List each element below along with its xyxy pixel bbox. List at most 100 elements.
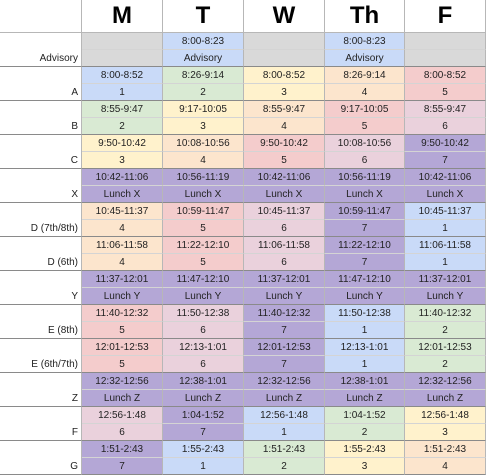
period-class-cell[interactable]: 6 — [163, 322, 244, 339]
period-time-cell[interactable]: 11:40-12:32 — [82, 305, 163, 322]
period-time-cell[interactable]: 8:00-8:52 — [405, 67, 486, 84]
period-label[interactable]: G — [0, 441, 82, 475]
period-time-cell[interactable]: 10:56-11:19 — [325, 169, 405, 186]
period-time-cell[interactable]: 11:22-12:10 — [325, 237, 405, 254]
period-time-cell[interactable]: 12:13-1:01 — [325, 339, 405, 356]
period-class-cell[interactable]: Lunch Z — [405, 390, 486, 407]
period-time-cell[interactable]: 11:50-12:38 — [163, 305, 244, 322]
period-class-cell[interactable]: 6 — [82, 424, 163, 441]
period-time-cell[interactable]: 8:00-8:52 — [82, 67, 163, 84]
period-time-cell[interactable]: 1:55-2:43 — [325, 441, 405, 458]
period-time-cell[interactable]: 11:50-12:38 — [325, 305, 405, 322]
period-time-cell[interactable]: 12:13-1:01 — [163, 339, 244, 356]
period-class-cell[interactable]: 3 — [244, 84, 325, 101]
period-time-cell[interactable]: 10:08-10:56 — [325, 135, 405, 152]
period-time-cell[interactable]: 8:55-9:47 — [244, 101, 325, 118]
day-header-th[interactable]: Th — [325, 0, 405, 33]
period-time-cell[interactable]: 10:45-11:37 — [244, 203, 325, 220]
period-class-cell[interactable]: 1 — [405, 254, 486, 271]
period-time-cell[interactable]: 11:47-12:10 — [325, 271, 405, 288]
period-class-cell[interactable]: Lunch Z — [244, 390, 325, 407]
period-class-cell[interactable]: 5 — [82, 322, 163, 339]
period-class-cell[interactable] — [244, 50, 325, 67]
period-time-cell[interactable]: 11:06-11:58 — [244, 237, 325, 254]
period-class-cell[interactable] — [82, 50, 163, 67]
period-class-cell[interactable]: Lunch Y — [244, 288, 325, 305]
period-class-cell[interactable]: 1 — [163, 458, 244, 475]
period-class-cell[interactable]: Lunch Z — [163, 390, 244, 407]
period-time-cell[interactable]: 9:17-10:05 — [325, 101, 405, 118]
period-class-cell[interactable]: 7 — [325, 254, 405, 271]
period-class-cell[interactable]: Lunch X — [163, 186, 244, 203]
period-class-cell[interactable]: 4 — [163, 152, 244, 169]
period-time-cell[interactable]: 12:56-1:48 — [405, 407, 486, 424]
period-class-cell[interactable]: 3 — [82, 152, 163, 169]
period-time-cell[interactable]: 12:01-12:53 — [82, 339, 163, 356]
period-class-cell[interactable]: Advisory — [163, 50, 244, 67]
period-time-cell[interactable]: 9:50-10:42 — [244, 135, 325, 152]
period-time-cell[interactable]: 10:08-10:56 — [163, 135, 244, 152]
period-time-cell[interactable]: 11:37-12:01 — [405, 271, 486, 288]
period-class-cell[interactable]: Lunch Y — [163, 288, 244, 305]
period-time-cell[interactable]: 12:38-1:01 — [163, 373, 244, 390]
day-header-m[interactable]: M — [82, 0, 163, 33]
period-time-cell[interactable]: 11:47-12:10 — [163, 271, 244, 288]
period-class-cell[interactable]: Lunch Y — [82, 288, 163, 305]
period-label[interactable]: D (7th/8th) — [0, 203, 82, 237]
period-time-cell[interactable]: 8:00-8:23 — [163, 33, 244, 50]
period-class-cell[interactable]: 5 — [163, 220, 244, 237]
day-header-f[interactable]: F — [405, 0, 486, 33]
period-time-cell[interactable]: 9:17-10:05 — [163, 101, 244, 118]
period-label[interactable]: X — [0, 169, 82, 203]
period-time-cell[interactable]: 11:40-12:32 — [405, 305, 486, 322]
period-time-cell[interactable]: 11:37-12:01 — [244, 271, 325, 288]
period-class-cell[interactable]: 4 — [82, 254, 163, 271]
period-time-cell[interactable] — [405, 33, 486, 50]
period-time-cell[interactable]: 1:51-2:43 — [244, 441, 325, 458]
period-time-cell[interactable]: 10:42-11:06 — [244, 169, 325, 186]
period-class-cell[interactable]: Lunch Y — [325, 288, 405, 305]
period-label[interactable]: B — [0, 101, 82, 135]
period-class-cell[interactable]: Advisory — [325, 50, 405, 67]
period-time-cell[interactable]: 1:04-1:52 — [163, 407, 244, 424]
period-class-cell[interactable]: 7 — [405, 152, 486, 169]
period-class-cell[interactable]: 4 — [244, 118, 325, 135]
period-time-cell[interactable]: 12:38-1:01 — [325, 373, 405, 390]
period-class-cell[interactable]: 5 — [163, 254, 244, 271]
period-class-cell[interactable]: Lunch X — [405, 186, 486, 203]
period-time-cell[interactable]: 8:00-8:52 — [244, 67, 325, 84]
period-class-cell[interactable]: 2 — [82, 118, 163, 135]
period-label[interactable]: E (6th/7th) — [0, 339, 82, 373]
period-class-cell[interactable]: 5 — [325, 118, 405, 135]
period-class-cell[interactable]: 5 — [405, 84, 486, 101]
period-class-cell[interactable]: 6 — [244, 254, 325, 271]
period-class-cell[interactable]: 7 — [244, 322, 325, 339]
day-header-w[interactable]: W — [244, 0, 325, 33]
period-time-cell[interactable]: 8:26-9:14 — [325, 67, 405, 84]
period-class-cell[interactable]: 6 — [325, 152, 405, 169]
period-label[interactable]: D (6th) — [0, 237, 82, 271]
period-time-cell[interactable]: 10:42-11:06 — [82, 169, 163, 186]
period-time-cell[interactable]: 1:51-2:43 — [82, 441, 163, 458]
period-time-cell[interactable]: 12:56-1:48 — [82, 407, 163, 424]
period-time-cell[interactable]: 8:00-8:23 — [325, 33, 405, 50]
period-label[interactable]: Y — [0, 271, 82, 305]
period-label[interactable]: C — [0, 135, 82, 169]
period-time-cell[interactable]: 10:45-11:37 — [82, 203, 163, 220]
day-header-t[interactable]: T — [163, 0, 244, 33]
period-time-cell[interactable]: 11:06-11:58 — [405, 237, 486, 254]
period-time-cell[interactable]: 10:42-11:06 — [405, 169, 486, 186]
period-class-cell[interactable]: 1 — [82, 84, 163, 101]
period-class-cell[interactable]: Lunch X — [325, 186, 405, 203]
period-class-cell[interactable]: 2 — [405, 322, 486, 339]
period-time-cell[interactable]: 10:56-11:19 — [163, 169, 244, 186]
period-label[interactable]: Advisory — [0, 33, 82, 67]
period-label[interactable]: E (8th) — [0, 305, 82, 339]
period-class-cell[interactable]: 2 — [325, 424, 405, 441]
period-time-cell[interactable]: 8:55-9:47 — [405, 101, 486, 118]
period-time-cell[interactable]: 9:50-10:42 — [82, 135, 163, 152]
period-time-cell[interactable] — [244, 33, 325, 50]
period-class-cell[interactable]: 7 — [244, 356, 325, 373]
period-class-cell[interactable]: 1 — [325, 322, 405, 339]
period-time-cell[interactable]: 1:55-2:43 — [163, 441, 244, 458]
